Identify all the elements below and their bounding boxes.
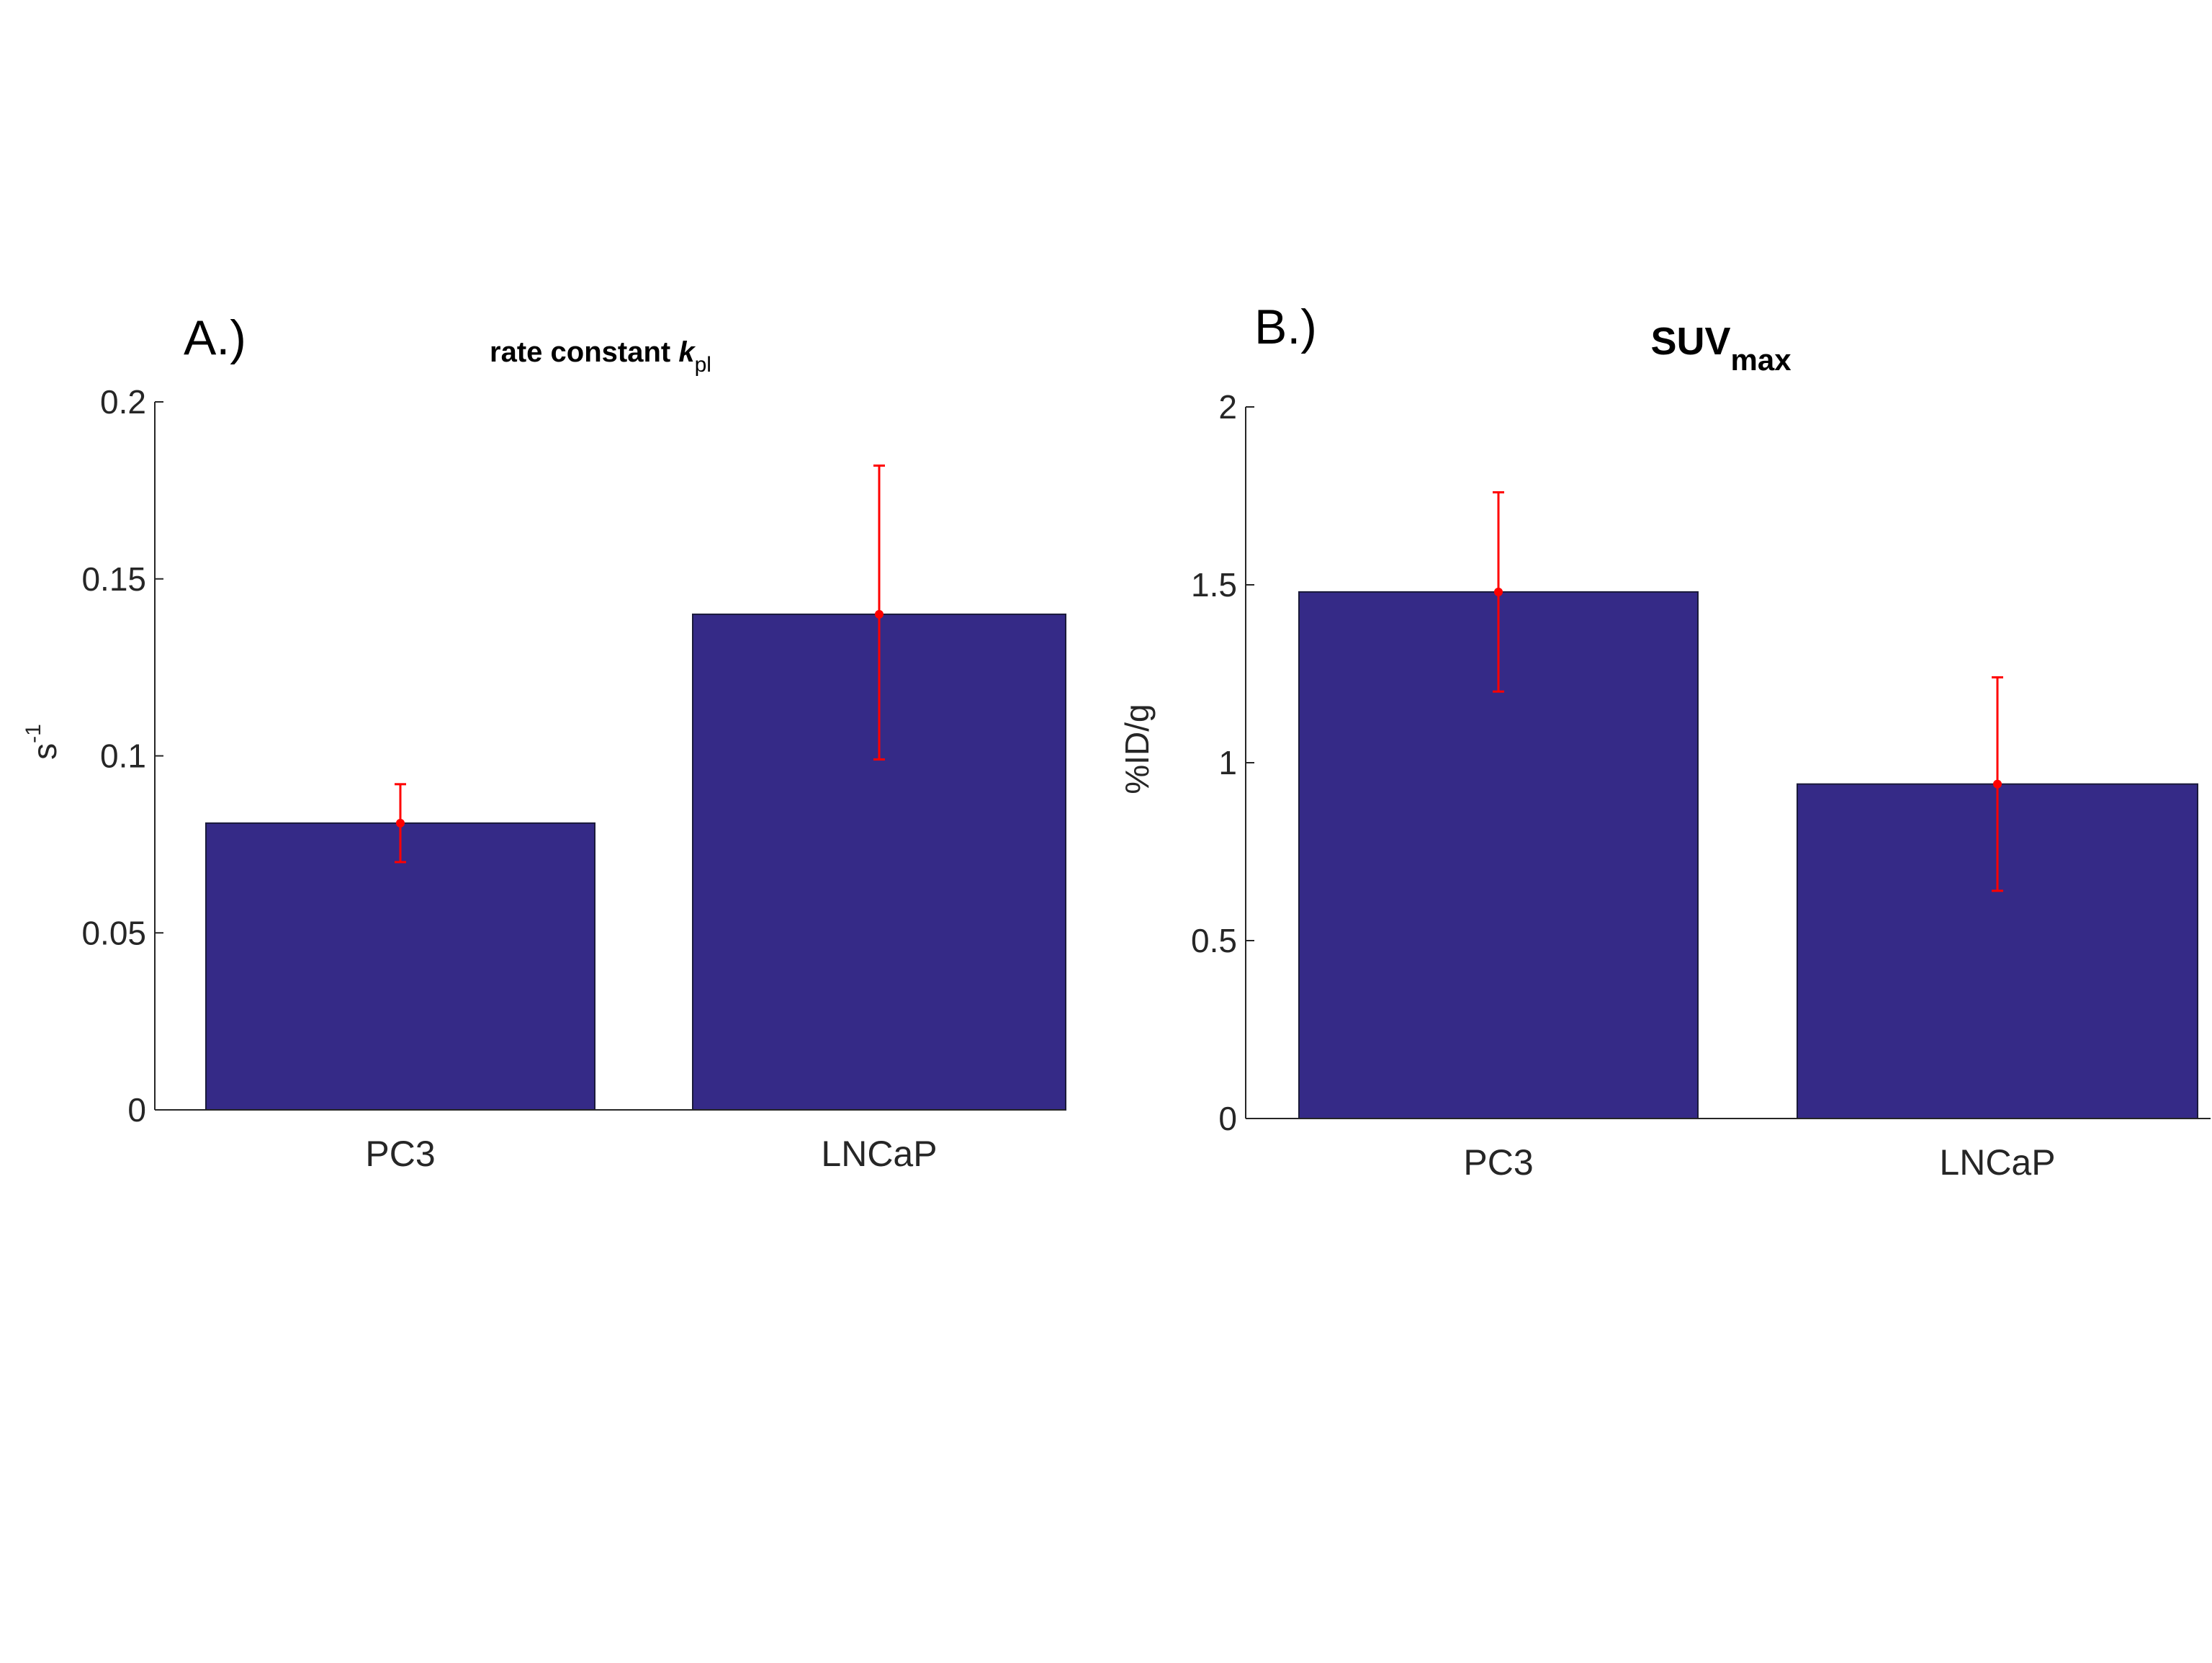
panel-b-title-text: SUV: [1650, 320, 1730, 363]
panel-a-ylabel: s-1: [22, 724, 63, 760]
panel-b-title: SUVmax: [1650, 320, 1791, 377]
panel-b-xtick-label: PC3: [1463, 1142, 1533, 1183]
panel-a-errorbar-pc3: [395, 783, 406, 864]
panel-b-plot-area: 0 0.5 1 1.5 2 PC3 LNCaP: [1191, 388, 2211, 1183]
panel-b-title-subscript: max: [1730, 343, 1791, 377]
panel-a-xtick-label: LNCaP: [821, 1134, 937, 1174]
errorbar-mean-marker: [1494, 587, 1503, 596]
panel-b-ytick-label: 1: [1218, 744, 1237, 781]
panel-a-title: rate constant kpl: [490, 336, 711, 377]
panel-a-label: A.): [184, 310, 246, 365]
panel-a-ytick-label: 0.2: [100, 383, 146, 421]
panel-a-ytick-label: 0.05: [81, 914, 146, 951]
panel-a-errorbar-lncap: [873, 464, 885, 761]
panel-b-ylabel: %ID/g: [1118, 704, 1156, 794]
panel-a-xtick-label: PC3: [365, 1134, 435, 1174]
panel-b-errorbar-pc3: [1493, 491, 1504, 693]
panel-b-ytick-label: 1.5: [1191, 566, 1237, 604]
errorbar-mean-marker: [875, 609, 884, 619]
panel-a-title-subscript: pl: [695, 353, 711, 377]
errorbar-mean-marker: [1993, 779, 2002, 789]
panel-b-errorbar-lncap: [1992, 676, 2003, 892]
panel-a-ylabel-base: s: [26, 743, 63, 760]
panel-a-bar-pc3: [205, 822, 595, 1111]
errorbar-mean-marker: [396, 818, 405, 828]
panel-b-label: B.): [1254, 300, 1317, 354]
panel-a-ytick-label: 0.15: [81, 560, 146, 598]
panel-a-ylabel-superscript: -1: [22, 724, 45, 743]
panel-b: B.) SUVmax %ID/g 0 0.5 1 1.5 2 PC3 LNCaP: [1118, 300, 2211, 1183]
panel-b-ytick-label: 0.5: [1191, 922, 1237, 959]
panel-b-xtick-label: LNCaP: [1939, 1142, 2055, 1183]
panel-a: A.) rate constant kpl s-1 0 0.05 0.1 0.15 0.…: [22, 310, 1066, 1174]
panel-a-plot-area: 0 0.05 0.1 0.15 0.2 PC3 LNCaP: [81, 383, 1066, 1174]
panel-a-title-text: rate constant: [490, 336, 670, 368]
panel-b-ytick-label: 0: [1218, 1100, 1237, 1137]
svg-text:s-1: s-1: [22, 724, 63, 760]
panel-a-ytick-label: 0.1: [100, 738, 146, 775]
panel-a-ytick-label: 0: [127, 1091, 146, 1129]
panel-a-title-symbol: k: [678, 336, 696, 368]
panel-b-ylabel-text: %ID/g: [1118, 704, 1156, 794]
panel-b-ytick-label: 2: [1218, 388, 1237, 426]
